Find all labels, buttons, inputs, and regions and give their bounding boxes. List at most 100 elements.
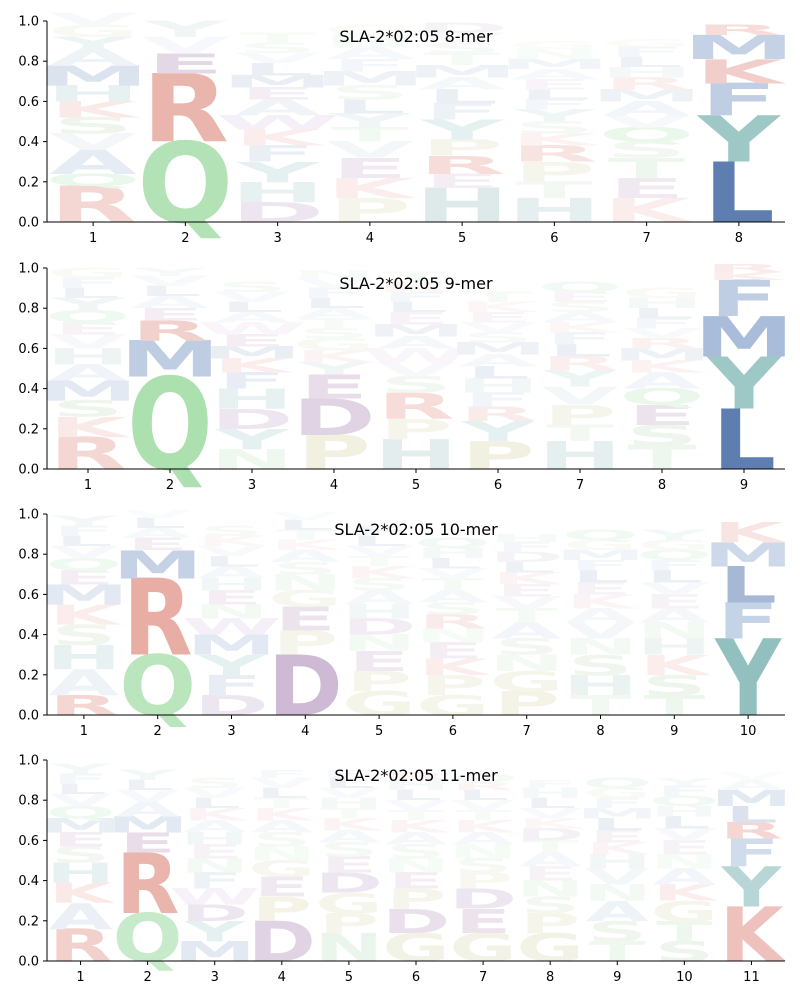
logo-letter-h: H [636, 634, 712, 660]
logo-letter-s: S [626, 420, 698, 452]
logo-letter-a: A [234, 95, 322, 121]
logo-letter-r: R [418, 611, 488, 633]
logo-letter-h: H [456, 375, 540, 397]
logo-letter-n: N [267, 570, 343, 596]
logo-letter-e: E [239, 84, 316, 103]
logo-letter-h: H [341, 601, 417, 623]
logo-letter-d: D [181, 901, 249, 927]
logo-letter-g: G [600, 37, 693, 50]
logo-letter-f: F [522, 778, 578, 791]
y-tick-label: 0.4 [18, 628, 39, 643]
x-tick-label: 1 [80, 724, 88, 739]
logo-letter-v: V [49, 331, 127, 353]
logo-letter-r: R [384, 770, 447, 783]
logo-letter-h: H [382, 777, 451, 793]
logo-letter-e: E [546, 289, 615, 305]
y-tick-label: 0.2 [18, 668, 39, 683]
logo-letter-l: L [121, 777, 173, 793]
logo-letter-k: K [451, 817, 518, 836]
x-tick-label: 10 [740, 724, 757, 739]
logo-letter-r: R [419, 151, 506, 180]
logo-letter-l: L [220, 299, 284, 315]
logo-letter-e: E [570, 579, 632, 598]
x-tick-label: 9 [740, 478, 748, 493]
logo-letter-w: W [215, 112, 340, 134]
logo-letter-m: M [120, 330, 220, 388]
logo-letter-q: Q [537, 279, 623, 295]
logo-letter-k: K [49, 599, 122, 631]
logo-letter-v: V [639, 579, 710, 598]
logo-letter-a: A [123, 526, 193, 542]
logo-letter-f: F [239, 141, 316, 167]
logo-letter-l: L [334, 96, 406, 118]
logo-letter-v: V [384, 797, 448, 813]
logo-letter-d: D [292, 389, 375, 447]
logo-letter-n: N [415, 625, 491, 647]
logo-letter-a: A [196, 563, 267, 582]
logo-letter-t: T [388, 807, 444, 823]
logo-letter-l: L [138, 283, 202, 299]
logo-letter-q: Q [119, 640, 196, 735]
x-tick-label: 5 [345, 970, 353, 985]
logo-letter-y: Y [542, 366, 618, 392]
logo-letter-w: W [182, 614, 282, 640]
logo-letter-m: M [576, 805, 658, 821]
logo-letter-r: R [623, 336, 700, 352]
logo-letter-l: L [129, 516, 187, 532]
logo-letter-m: M [38, 376, 138, 408]
logo-letter-v: V [377, 359, 455, 381]
logo-letter-t: T [348, 554, 410, 570]
logo-letter-y: Y [420, 114, 505, 146]
logo-letter-f: F [53, 524, 115, 540]
logo-letter-t: T [424, 50, 501, 69]
logo-letter-f: F [608, 45, 685, 61]
logo-letter-n: N [341, 630, 417, 656]
logo-letter-s: S [568, 649, 633, 681]
x-tick-label: 6 [449, 724, 457, 739]
logo-letter-r: R [541, 353, 618, 375]
logo-letter-v: V [49, 543, 120, 562]
logo-letter-k: K [49, 97, 141, 123]
logo-letter-l: L [302, 295, 366, 311]
logo-letter-p: P [453, 869, 513, 895]
logo-letter-y: Y [328, 110, 413, 132]
logo-letter-v: V [451, 797, 515, 813]
logo-letter-d: D [268, 640, 343, 735]
logo-letter-v: V [344, 544, 414, 560]
logo-letter-k: K [418, 654, 492, 680]
logo-letter-d: D [415, 20, 509, 36]
logo-letter-h: H [650, 803, 719, 819]
logo-letter-y: Y [50, 513, 119, 529]
logo-letter-d: D [489, 550, 564, 566]
logo-letter-v: V [518, 805, 582, 821]
x-tick-label: 2 [166, 478, 174, 493]
logo-letter-n: N [583, 881, 652, 907]
logo-letter-e: E [382, 309, 451, 328]
logo-letter-k: K [326, 173, 418, 205]
logo-letter-a: A [418, 587, 489, 606]
logo-letter-s: S [199, 524, 264, 540]
logo-letter-r: R [720, 818, 783, 844]
logo-letter-f: F [710, 270, 779, 328]
logo-letter-n: N [449, 841, 518, 863]
logo-letter-y: Y [116, 767, 179, 783]
logo-letter-f: F [321, 768, 377, 781]
logo-letter-f: F [546, 329, 615, 348]
logo-letter-k: K [565, 591, 638, 613]
logo-letter-r: R [695, 22, 782, 38]
x-tick-label: 2 [181, 231, 189, 246]
logo-letter-s: S [544, 299, 616, 315]
logo-letter-l: L [457, 787, 509, 803]
logo-letter-f: F [723, 831, 779, 876]
logo-letter-g: G [315, 888, 383, 920]
logo-letter-f: F [496, 540, 558, 556]
y-tick-label: 0.8 [18, 548, 39, 563]
logo-letter-p: P [420, 669, 486, 701]
logo-letter-l: L [256, 785, 308, 801]
logo-letter-h: H [620, 295, 704, 311]
logo-letter-a: A [565, 605, 636, 627]
logo-letter-e: E [331, 153, 408, 185]
x-tick-label: 8 [658, 478, 666, 493]
logo-letter-y: Y [49, 761, 112, 777]
logo-letter-d: D [210, 404, 293, 436]
